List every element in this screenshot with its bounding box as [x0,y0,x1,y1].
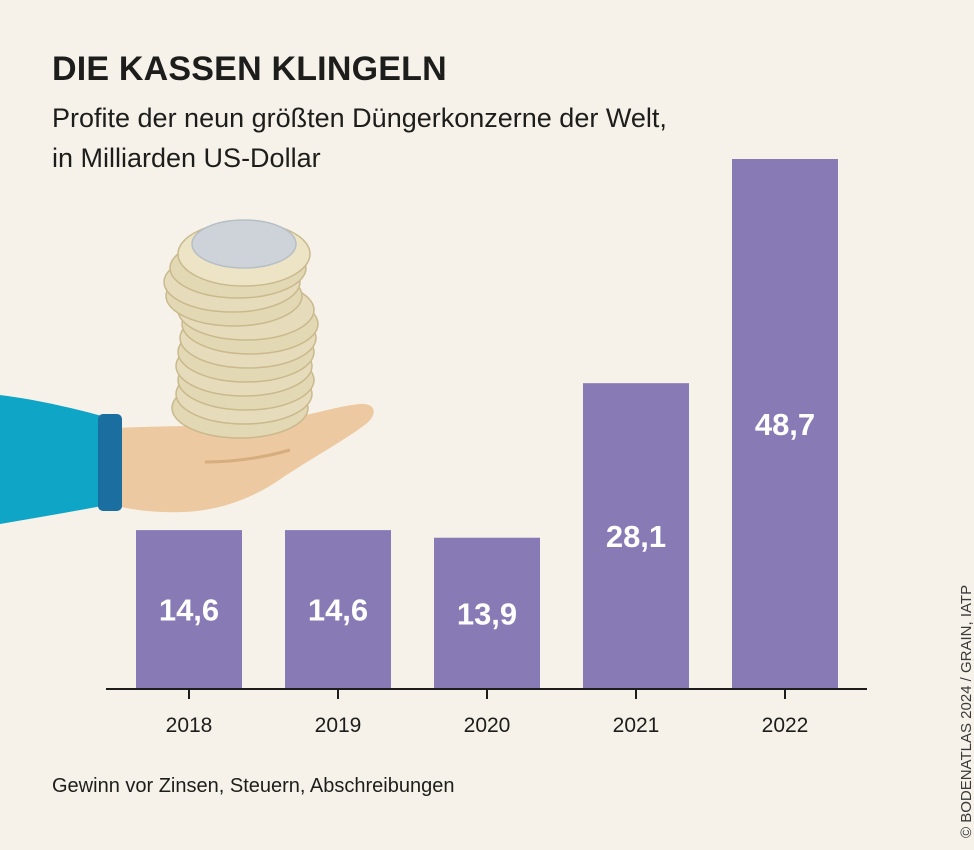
x-tick-label-2021: 2021 [613,714,660,737]
hand-with-coins-illustration [0,219,374,524]
subtitle-line-1: Profite der neun größten Düngerkonzerne … [52,103,667,133]
sleeve-shape [0,395,102,524]
bar-value-label-2018: 14,6 [159,593,219,628]
source-credit: © BODENATLAS 2024 / GRAIN, IATP [958,584,974,838]
chart-subtitle: Profite der neun größten Düngerkonzerne … [52,98,772,178]
value-labels-layer: 14,6 14,6 13,9 28,1 48,7 [159,407,815,631]
bars-layer [136,159,838,689]
bar-2019 [285,530,391,689]
x-tick-label-2020: 2020 [464,714,511,737]
bar-2021 [583,383,689,689]
bar-value-label-2021: 28,1 [606,519,666,554]
x-tick-label-2022: 2022 [762,714,809,737]
bar-value-label-2020: 13,9 [457,596,517,631]
bar-value-label-2019: 14,6 [308,593,368,628]
bar-2018 [136,530,242,689]
cuff-shape [98,414,122,511]
x-tick-label-2018: 2018 [166,714,213,737]
bar-2022 [732,159,838,689]
subtitle-line-2: in Milliarden US-Dollar [52,143,321,173]
bar-value-label-2022: 48,7 [755,407,815,442]
x-tick-label-2019: 2019 [315,714,362,737]
thumb-line [204,448,291,464]
bar-2020 [434,537,540,689]
x-tick-labels-layer: 2018 2019 2020 2021 2022 [166,689,809,737]
footnote: Gewinn vor Zinsen, Steuern, Abschreibung… [52,775,455,797]
coin-stack [163,219,319,439]
chart-title: DIE KASSEN KLINGELN [52,50,447,88]
